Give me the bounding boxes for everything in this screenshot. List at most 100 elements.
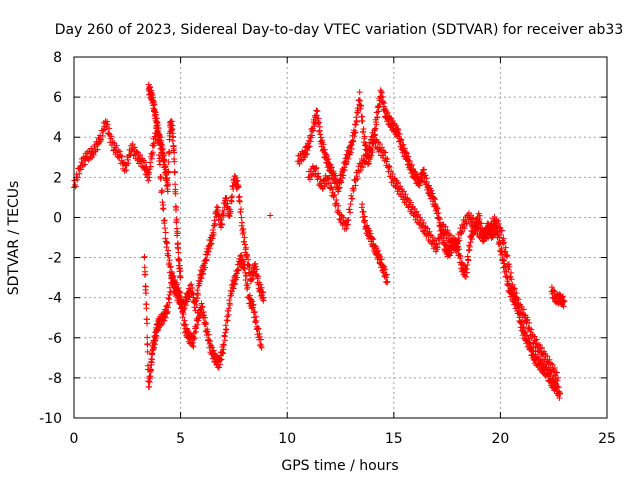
data-point [141,253,148,260]
data-point [153,333,160,340]
data-point [222,329,229,336]
data-point [426,228,433,235]
data-point [98,136,105,143]
data-point [314,108,321,115]
data-point [389,117,396,124]
data-point [338,179,345,186]
data-point [148,150,155,157]
data-point [239,219,246,226]
data-point [146,83,153,90]
data-point [317,134,324,141]
data-point [142,290,149,297]
data-point [229,284,236,291]
data-point [129,141,136,148]
data-point [220,342,227,349]
data-point [162,229,169,236]
data-point [161,157,168,164]
data-point [386,164,393,171]
data-point [180,311,187,318]
data-point [312,165,319,172]
data-point [197,274,204,281]
data-point [233,178,240,185]
data-point [171,158,178,165]
data-point [257,336,264,343]
data-point [162,235,169,242]
data-point [191,334,198,341]
data-point [340,172,347,179]
data-point [466,243,473,250]
data-point [381,100,388,107]
y-tick-label: -8 [48,371,62,387]
data-point [229,193,236,200]
data-point [548,284,555,291]
data-point [238,214,245,221]
data-point [240,229,247,236]
data-point [495,218,502,225]
data-point [335,185,342,192]
series-track-h [267,212,274,219]
data-point [560,297,567,304]
data-point [489,223,496,230]
data-point [500,240,507,247]
series-track-a [71,118,267,315]
data-point [100,127,107,134]
data-points [71,81,568,401]
data-point [341,167,348,174]
data-point [447,250,454,257]
data-point [496,241,503,248]
data-point [225,305,232,312]
x-tick-label: 5 [176,431,185,447]
data-point [226,213,233,220]
data-point [533,336,540,343]
x-tick-label: 25 [598,431,616,447]
data-point [503,253,510,260]
data-point [108,133,115,140]
data-point [255,325,262,332]
data-point [384,278,391,285]
data-point [159,145,166,152]
data-point [560,303,567,310]
data-point [186,293,193,300]
data-point [315,170,322,177]
data-point [171,277,178,284]
data-point [161,217,168,224]
data-point [506,263,513,270]
data-point [325,180,332,187]
data-point [244,252,251,259]
data-point [364,148,371,155]
data-point [304,147,311,154]
data-point [260,294,267,301]
data-point [171,169,178,176]
data-point [145,378,152,385]
data-point [164,174,171,181]
data-point [524,316,531,323]
y-tick-label: -6 [48,331,62,347]
data-point [397,183,404,190]
data-point [431,237,438,244]
data-point [322,151,329,158]
data-point [371,132,378,139]
data-point [251,309,258,316]
data-point [376,140,383,147]
data-point [147,373,154,380]
data-point [478,220,485,227]
data-point [383,271,390,278]
data-point [343,160,350,167]
data-point [162,314,169,321]
data-point [81,161,88,168]
data-point [175,285,182,292]
data-point [504,252,511,259]
data-point [238,252,245,259]
data-point [544,353,551,360]
data-point [524,332,531,339]
data-point [235,267,242,274]
data-point [309,132,316,139]
data-point [147,367,154,374]
data-point [344,154,351,161]
data-point [333,196,340,203]
data-point [166,291,173,298]
data-point [99,132,106,139]
data-point [76,170,83,177]
data-point [373,121,380,128]
data-point [438,234,445,241]
